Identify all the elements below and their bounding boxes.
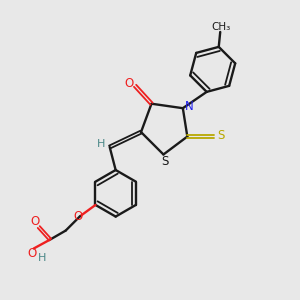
Text: O: O: [31, 215, 40, 228]
Text: CH₃: CH₃: [211, 22, 230, 32]
Text: N: N: [185, 100, 194, 113]
Text: S: S: [217, 130, 224, 142]
Text: H: H: [38, 253, 46, 263]
Text: O: O: [74, 210, 83, 223]
Text: S: S: [161, 154, 168, 167]
Text: O: O: [28, 248, 37, 260]
Text: H: H: [97, 139, 105, 149]
Text: O: O: [124, 77, 134, 90]
